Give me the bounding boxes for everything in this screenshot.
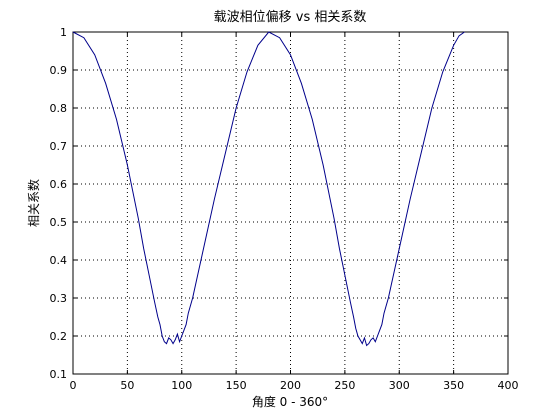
ticks	[72, 31, 509, 375]
x-tick-label: 100	[171, 379, 192, 392]
plot-frame	[72, 31, 509, 375]
y-tick-label: 0.5	[50, 216, 68, 229]
x-tick-label: 0	[70, 379, 77, 392]
x-tick-label: 350	[443, 379, 464, 392]
x-tick-label: 400	[498, 379, 519, 392]
y-tick-label: 0.2	[50, 330, 68, 343]
x-tick-label: 200	[280, 379, 301, 392]
y-tick-label: 0.1	[50, 368, 68, 381]
x-tick-label: 300	[389, 379, 410, 392]
x-tick-label: 250	[334, 379, 355, 392]
y-tick-label: 0.6	[50, 178, 68, 191]
tick-labels: 0 50 100 150 200 250 300 350 400 0.1 0.2 0.3 0.4 0.5 0…	[50, 26, 519, 392]
y-axis-label: 相关系数	[26, 179, 41, 227]
x-tick-label: 50	[120, 379, 134, 392]
series-line	[72, 31, 465, 347]
y-tick-label: 0.7	[50, 140, 68, 153]
chart-title: 载波相位偏移 vs 相关系数	[214, 10, 367, 25]
y-tick-label: 1	[60, 26, 67, 39]
y-tick-label: 0.9	[50, 64, 68, 77]
x-axis-label: 角度 0 - 360°	[252, 394, 328, 409]
x-tick-label: 150	[226, 379, 247, 392]
grid	[73, 32, 508, 374]
y-tick-label: 0.3	[50, 292, 68, 305]
y-tick-label: 0.8	[50, 102, 68, 115]
y-tick-label: 0.4	[50, 254, 68, 267]
